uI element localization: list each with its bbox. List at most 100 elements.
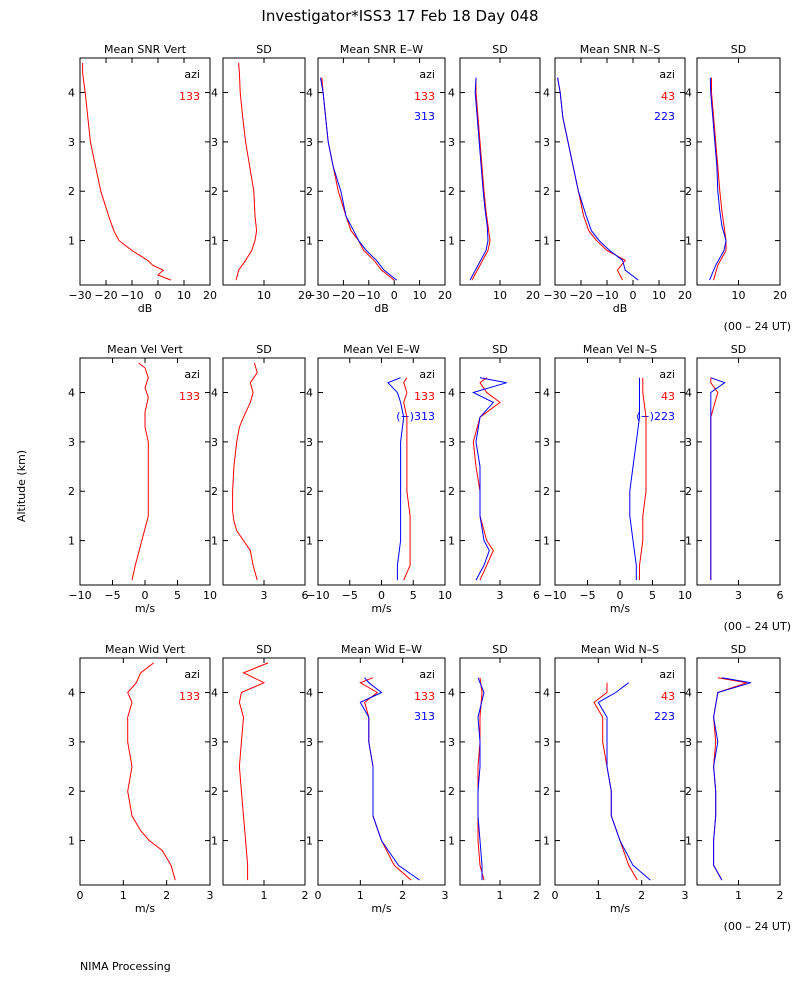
y-tick-label: 3	[68, 436, 75, 449]
y-tick-label: 1	[448, 835, 455, 848]
x-tick-label: 0	[315, 889, 322, 902]
y-tick-label: 2	[685, 485, 692, 498]
series-line-blue	[713, 677, 752, 881]
x-axis-label: m/s	[610, 902, 630, 915]
y-tick-label: 2	[543, 785, 550, 798]
panel-r1c2: SD 1 2 3 4 10 20	[211, 43, 312, 302]
x-axis-label: m/s	[135, 602, 155, 615]
panel-title-sd: SD	[731, 343, 746, 356]
y-tick-label: 4	[448, 687, 455, 700]
y-tick-label: 1	[68, 835, 75, 848]
x-tick-label: 3	[682, 889, 689, 902]
azi-value-red: 133	[414, 90, 435, 103]
panel-title-mean-vel-e-w: Mean Vel E–W	[343, 343, 420, 356]
x-tick-label: −30	[543, 289, 566, 302]
azi-value-red: 133	[179, 690, 200, 703]
panel-r2c4: SD 1 2 3 4 3 6	[448, 343, 541, 602]
y-tick-label: 2	[543, 485, 550, 498]
x-tick-label: −10	[120, 289, 143, 302]
panel-frame	[459, 57, 541, 286]
time-range-note-row3: (00 – 24 UT)	[724, 920, 791, 933]
y-tick-label: 4	[306, 687, 313, 700]
panel-r2c1: Mean Vel Vert 1 2 3 4 −10 −5 0 5 10 m/s azi 133	[68, 343, 217, 615]
x-tick-label: 1	[497, 889, 504, 902]
panel-frame	[696, 57, 781, 286]
x-tick-label: 5	[174, 589, 181, 602]
series-line-red	[593, 682, 638, 881]
panel-r2c2: SD 1 2 3 4 3 6	[211, 343, 309, 602]
panel-frame	[696, 357, 781, 586]
y-tick-label: 1	[543, 235, 550, 248]
x-tick-label: 6	[533, 589, 540, 602]
y-tick-label: 3	[211, 736, 218, 749]
panel-frame	[459, 357, 541, 586]
azi-value-red: 43	[661, 690, 675, 703]
y-tick-label: 4	[306, 387, 313, 400]
series-line-blue	[387, 377, 405, 581]
series-line-red	[557, 77, 626, 281]
panel-frame	[317, 657, 446, 886]
y-tick-label: 1	[685, 835, 692, 848]
azi-value-red: 133	[414, 690, 435, 703]
x-tick-label: 3	[735, 589, 742, 602]
panel-title-mean-wid-e-w: Mean Wid E–W	[341, 643, 422, 656]
panel-frame	[79, 657, 211, 886]
y-tick-label: 3	[306, 436, 313, 449]
series-line-blue	[320, 77, 398, 281]
y-tick-label: 3	[448, 136, 455, 149]
panel-title-sd: SD	[731, 643, 746, 656]
series-line-red	[321, 77, 395, 281]
series-line-blue	[471, 377, 507, 581]
x-tick-label: 20	[298, 289, 312, 302]
y-tick-label: 1	[68, 235, 75, 248]
x-tick-label: 5	[649, 589, 656, 602]
x-tick-label: 2	[638, 889, 645, 902]
series-line-red	[238, 662, 269, 881]
time-range-note-row2: (00 – 24 UT)	[724, 620, 791, 633]
series-line-red	[711, 77, 727, 281]
series-line-blue	[597, 682, 651, 881]
y-tick-label: 1	[68, 535, 75, 548]
panel-r1c1: Mean SNR Vert 1 2 3 4 −30 −20 −10 0 10 20 dB azi 133	[68, 43, 217, 315]
y-tick-label: 4	[685, 87, 692, 100]
azi-legend-label: azi	[659, 668, 675, 681]
y-tick-label: 2	[68, 485, 75, 498]
y-tick-label: 2	[685, 785, 692, 798]
azi-value-blue: 223	[654, 710, 675, 723]
y-tick-label: 3	[448, 736, 455, 749]
azi-value-blue: 313	[414, 710, 435, 723]
y-tick-label: 3	[448, 436, 455, 449]
series-line-red	[232, 362, 258, 581]
x-tick-label: 3	[207, 889, 214, 902]
y-tick-label: 4	[68, 687, 75, 700]
y-tick-label: 2	[68, 185, 75, 198]
series-line-red	[127, 662, 176, 881]
x-tick-label: 2	[777, 889, 784, 902]
x-tick-label: −20	[569, 289, 592, 302]
x-tick-label: 10	[257, 289, 271, 302]
y-tick-label: 2	[306, 185, 313, 198]
x-tick-label: 10	[678, 589, 692, 602]
x-tick-label: 1	[595, 889, 602, 902]
x-tick-label: −20	[94, 289, 117, 302]
y-tick-label: 3	[543, 736, 550, 749]
x-tick-label: −30	[68, 289, 91, 302]
x-tick-label: 3	[261, 589, 268, 602]
azi-value-blue: (−)223	[636, 410, 675, 423]
x-tick-label: 1	[261, 889, 268, 902]
panel-frame	[222, 657, 306, 886]
y-tick-label: 3	[685, 436, 692, 449]
x-tick-label: 2	[399, 889, 406, 902]
y-tick-label: 3	[211, 136, 218, 149]
y-tick-label: 4	[448, 87, 455, 100]
azi-legend-label: azi	[184, 68, 200, 81]
panel-frame	[554, 657, 686, 886]
azi-legend-label: azi	[659, 68, 675, 81]
x-tick-label: 0	[155, 289, 162, 302]
panel-r1c6: SD 1 2 3 4 10 20	[685, 43, 787, 302]
azi-value-blue: 223	[654, 110, 675, 123]
x-tick-label: 1	[120, 889, 127, 902]
x-tick-label: 10	[652, 289, 666, 302]
y-tick-label: 4	[306, 87, 313, 100]
